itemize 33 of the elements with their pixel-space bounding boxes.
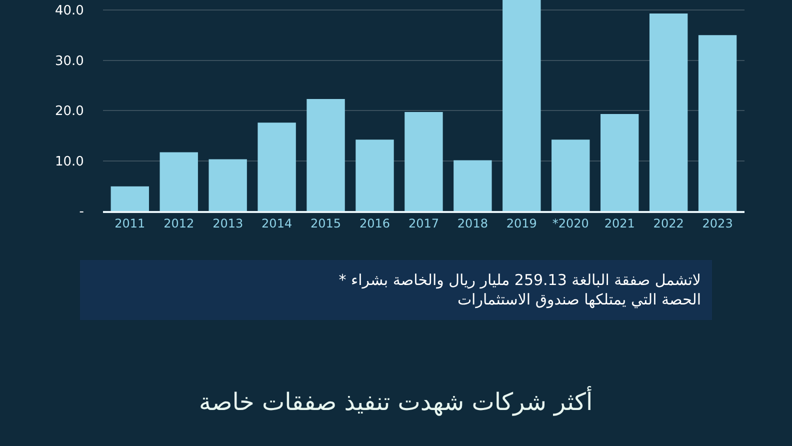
bar	[110, 186, 149, 211]
x-tick-label: 2012	[164, 216, 194, 230]
x-tick-label: *2020	[552, 216, 589, 230]
x-tick-label: 2011	[114, 216, 146, 230]
bar	[208, 159, 247, 211]
x-tick-label: 2019	[506, 216, 537, 230]
x-tick-label: 2021	[604, 216, 635, 230]
bar	[552, 140, 590, 211]
bar	[306, 98, 345, 211]
x-tick-label: 2017	[408, 216, 439, 230]
bar	[454, 160, 492, 211]
y-tick-label: 20.0	[55, 104, 84, 120]
y-tick-label: -	[79, 204, 84, 220]
y-tick-label: 10.0	[55, 154, 84, 170]
y-tick-label: 30.0	[55, 54, 84, 69]
bar	[502, 0, 541, 211]
x-tick-label: 2023	[702, 216, 733, 230]
bar	[258, 122, 296, 211]
x-tick-label: 2015	[310, 216, 342, 230]
text: * لاتشمل صفقة البالغة 259.13 مليار ريال والخاصة بشراء الحصة التي يمتلكها صندوق الاستثمارات	[338, 271, 701, 308]
bar	[404, 112, 443, 211]
bar	[698, 35, 737, 211]
x-tick-label: 2016	[359, 216, 390, 230]
bar	[649, 14, 688, 211]
y-tick-label: 40.0	[55, 4, 84, 19]
text: أكثر شركات شهدت تنفيذ صفقات خاصة	[199, 386, 593, 416]
x-tick-label: 2013	[212, 216, 244, 230]
x-tick-label: 2018	[457, 216, 488, 230]
x-tick-label: 2022	[653, 216, 684, 230]
x-tick-label: 2014	[262, 216, 292, 230]
bar	[356, 140, 394, 211]
bar	[600, 114, 639, 211]
bar	[160, 152, 198, 211]
